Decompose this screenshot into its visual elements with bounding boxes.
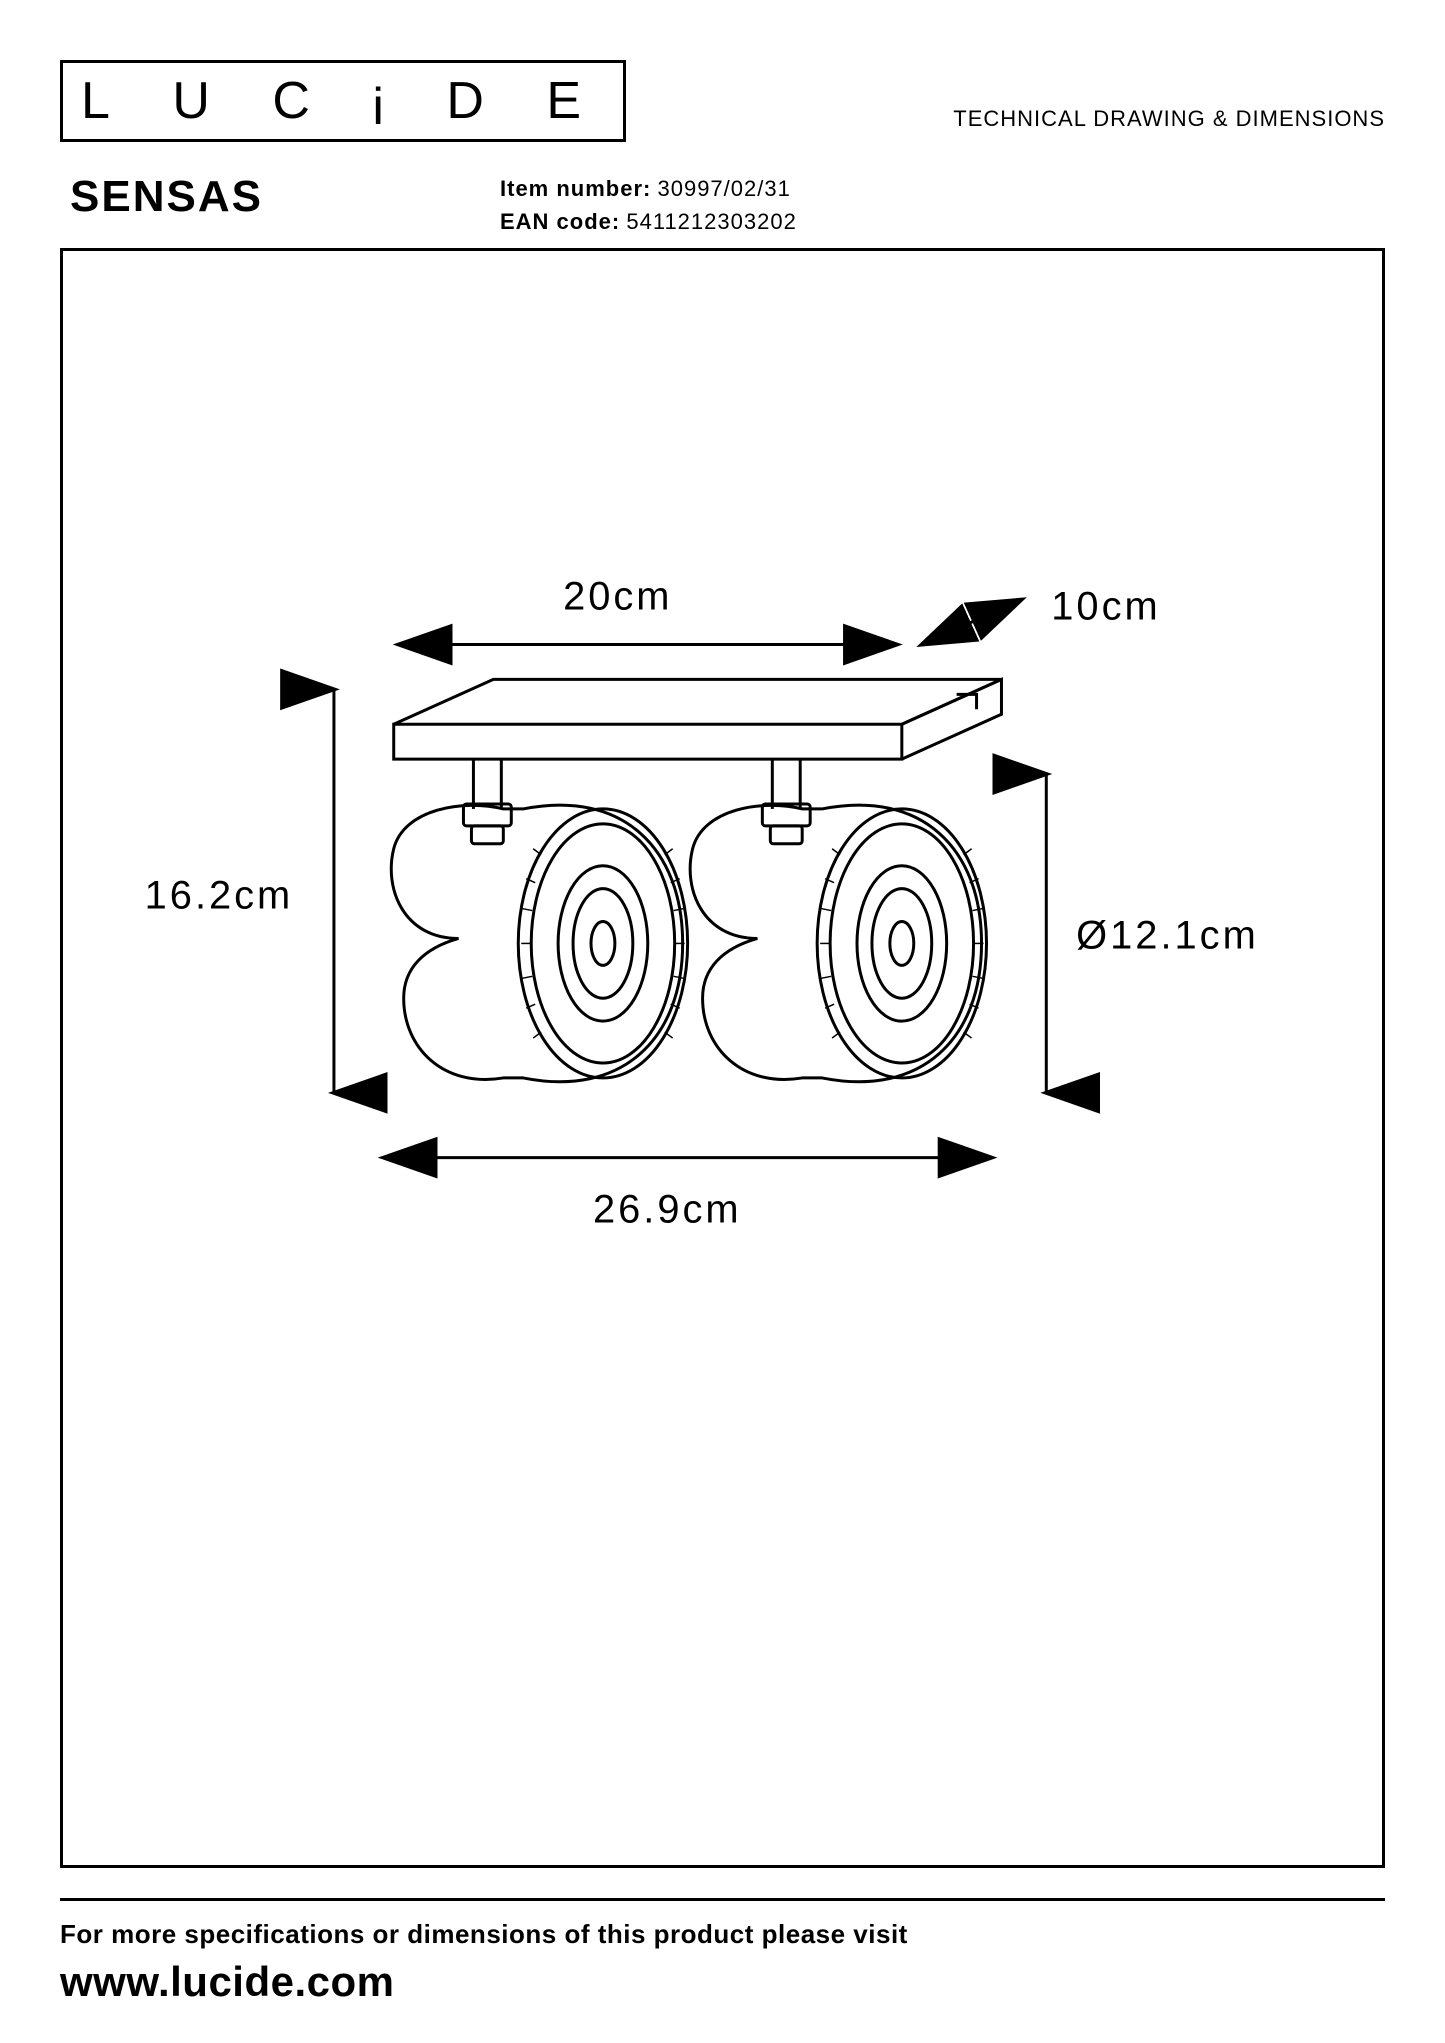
dim-plate-width: 20cm — [563, 575, 672, 619]
title-row: SENSAS Item number: 30997/02/31 EAN code… — [70, 172, 1385, 238]
dim-spots-span: 26.9cm — [593, 1187, 742, 1231]
item-number-label: Item number: — [500, 176, 651, 201]
dimension-labels: 20cm 10cm 16.2cm Ø12.1cm 26.9cm — [145, 575, 1259, 1232]
footer-url: www.lucide.com — [60, 1958, 1385, 2006]
drawing-frame: 20cm 10cm 16.2cm Ø12.1cm 26.9cm — [60, 248, 1385, 1868]
product-name: SENSAS — [70, 172, 500, 222]
footer: For more specifications or dimensions of… — [60, 1898, 1385, 2006]
brand-logo: L U C i D E — [60, 60, 626, 142]
dim-spot-diameter: Ø12.1cm — [1076, 913, 1259, 957]
header-row: L U C i D E TECHNICAL DRAWING & DIMENSIO… — [60, 60, 1385, 142]
footer-text: For more specifications or dimensions of… — [60, 1919, 1385, 1950]
header-caption: TECHNICAL DRAWING & DIMENSIONS — [953, 106, 1385, 142]
dim-total-height: 16.2cm — [145, 874, 294, 918]
ean-value: 5411212303202 — [626, 209, 796, 234]
item-number-value: 30997/02/31 — [657, 176, 790, 201]
ean-label: EAN code: — [500, 209, 620, 234]
dim-plate-depth: 10cm — [1051, 585, 1160, 629]
technical-drawing: 20cm 10cm 16.2cm Ø12.1cm 26.9cm — [63, 251, 1382, 1865]
fixture-outline — [391, 679, 1001, 1081]
product-meta: Item number: 30997/02/31 EAN code: 54112… — [500, 172, 797, 238]
